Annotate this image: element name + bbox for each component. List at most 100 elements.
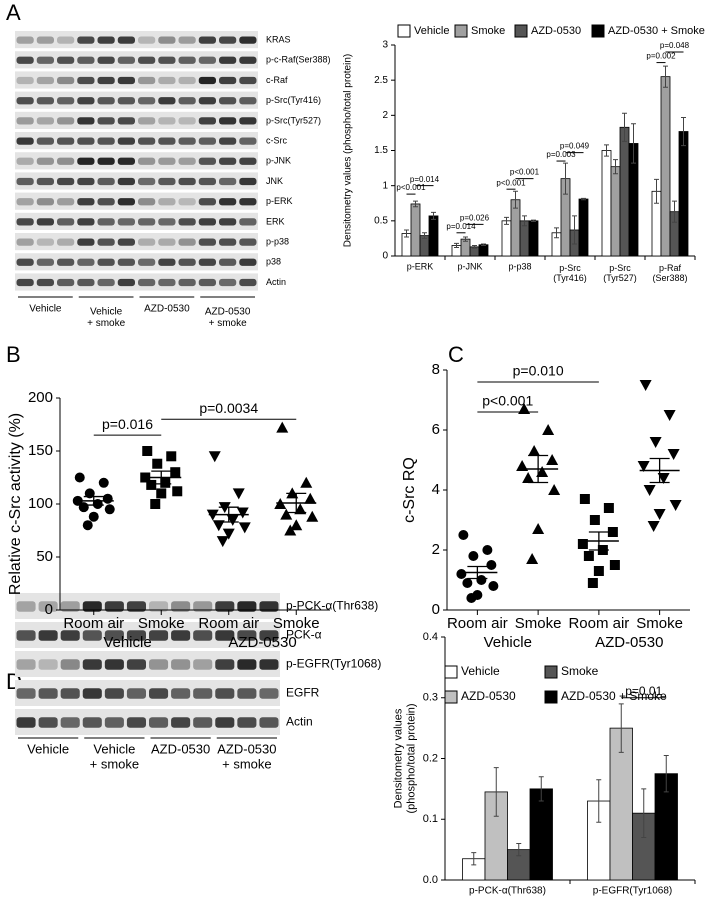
sem-bar [151, 470, 172, 485]
sig-label: p=0.048 [660, 41, 690, 50]
error-bar [431, 211, 436, 220]
blot-label: JNK [266, 176, 283, 186]
group-label: AZD-0530 [228, 634, 296, 651]
legend-swatch [514, 24, 528, 38]
blot-band [219, 278, 237, 287]
blot-strip [15, 31, 258, 49]
blot-label: KRAS [266, 34, 291, 44]
legend-swatch [544, 690, 558, 704]
blot-band [77, 218, 95, 226]
point [226, 514, 239, 526]
blot-label: c-Src [266, 135, 287, 145]
blot-band [198, 238, 216, 246]
blot-band [77, 278, 95, 287]
blot-band [239, 137, 257, 145]
bar [529, 788, 553, 881]
blot-band [239, 76, 257, 85]
blot-band [158, 177, 176, 186]
blot-band [77, 56, 95, 64]
blot-band [82, 717, 102, 728]
blot-band [38, 688, 58, 699]
y-tick-label: 200 [28, 389, 53, 406]
blot-band [178, 117, 196, 125]
blot-band [77, 157, 95, 165]
point [104, 504, 115, 515]
blot-band [138, 177, 156, 186]
blot-band [97, 137, 115, 145]
error-bar [504, 216, 509, 225]
blot-label: p-Src(Tyr416) [266, 95, 321, 105]
error-bar [481, 243, 486, 246]
blot-band [215, 659, 235, 670]
error-bar [604, 144, 609, 157]
blot-band [237, 659, 257, 670]
point [468, 551, 479, 561]
point [609, 560, 620, 570]
point [488, 581, 499, 591]
blot-band [97, 157, 115, 165]
bar [501, 220, 512, 257]
blot-band [57, 56, 75, 64]
blot-band [117, 278, 135, 287]
blot-band [104, 659, 124, 670]
sem-bar [649, 457, 670, 484]
blot-band [171, 659, 191, 670]
blot-band [77, 137, 95, 145]
group-label: Vehicle + smoke [87, 306, 126, 329]
x-tick-label: p-PCK-α(Thr638) [469, 886, 546, 897]
point [306, 510, 319, 522]
x-tick-label: p-JNK [457, 261, 482, 271]
blot-band [77, 36, 95, 44]
blot-band [198, 137, 216, 145]
blot-band [193, 659, 213, 670]
blot-band [198, 177, 216, 186]
error-bar [463, 236, 468, 242]
blot-band [117, 238, 135, 246]
blot-label: Actin [286, 715, 313, 729]
blot-band [16, 688, 36, 699]
blot-band [215, 688, 235, 699]
blot-band [239, 198, 257, 206]
point [284, 524, 297, 536]
blot-band [60, 688, 80, 699]
blot-band [126, 659, 146, 670]
blot-band [158, 218, 176, 226]
error-bar [554, 227, 559, 239]
blot-band [16, 218, 34, 226]
blot-band [77, 97, 95, 105]
bar [660, 76, 671, 257]
blot-strip [15, 91, 258, 109]
blot-band [193, 688, 213, 699]
blot-band [126, 630, 146, 641]
legend-label: Smoke [471, 25, 505, 37]
blot-band [97, 218, 115, 226]
error-bar [663, 65, 668, 88]
blot-strip [15, 233, 258, 251]
blot-band [77, 258, 95, 266]
blot-band [158, 198, 176, 206]
blot-band [178, 177, 196, 186]
blot-label: c-Raf [266, 75, 288, 85]
blot-band [97, 198, 115, 206]
legend-swatch [454, 24, 468, 38]
y-tick-label: 100 [28, 495, 53, 512]
sig-label: p=0.01 [625, 684, 662, 698]
sig-label: p=0.049 [560, 142, 590, 151]
point [579, 494, 590, 504]
x-tick-label: p-Src (Tyr527) [603, 263, 637, 283]
blot-band [97, 258, 115, 266]
y-tick-label: 2 [432, 541, 440, 558]
blot-label: p-c-Raf(Ser388) [266, 55, 331, 65]
blot-band [57, 76, 75, 85]
bar [678, 131, 689, 257]
sem-bar [467, 565, 488, 580]
bar [478, 244, 489, 257]
blot-band [198, 76, 216, 85]
blot-strip [15, 212, 258, 230]
blot-band [77, 177, 95, 186]
blot-band [138, 218, 156, 226]
y-tick-label: 8 [432, 361, 440, 378]
blot-band [215, 601, 235, 612]
